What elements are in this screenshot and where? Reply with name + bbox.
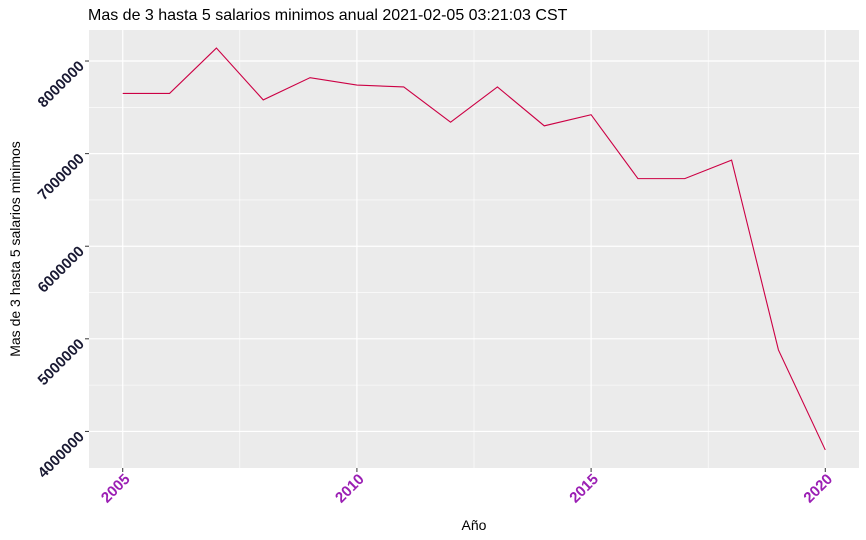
x-tick-label: 2015 <box>566 471 602 507</box>
y-tick-label: 7000000 <box>35 150 88 203</box>
minor-gridlines <box>89 30 859 468</box>
x-tick-label: 2005 <box>98 471 134 507</box>
y-tick-label: 4000000 <box>35 428 88 481</box>
x-axis-title: Año <box>462 517 487 533</box>
x-tick-label: 2010 <box>332 471 368 507</box>
y-axis-title: Mas de 3 hasta 5 salarios minimos <box>7 141 23 357</box>
y-tick-label: 8000000 <box>35 58 88 111</box>
y-tick-label: 5000000 <box>35 336 88 389</box>
x-axis-ticks: 2005 2010 2015 2020 <box>98 468 836 506</box>
major-gridlines <box>89 30 859 468</box>
series-line <box>122 47 826 451</box>
chart-title: Mas de 3 hasta 5 salarios minimos anual … <box>88 7 568 24</box>
x-tick-label: 2020 <box>800 471 836 507</box>
y-axis-ticks: 4000000 5000000 6000000 7000000 8000000 <box>35 58 89 482</box>
y-tick-label: 6000000 <box>35 243 88 296</box>
